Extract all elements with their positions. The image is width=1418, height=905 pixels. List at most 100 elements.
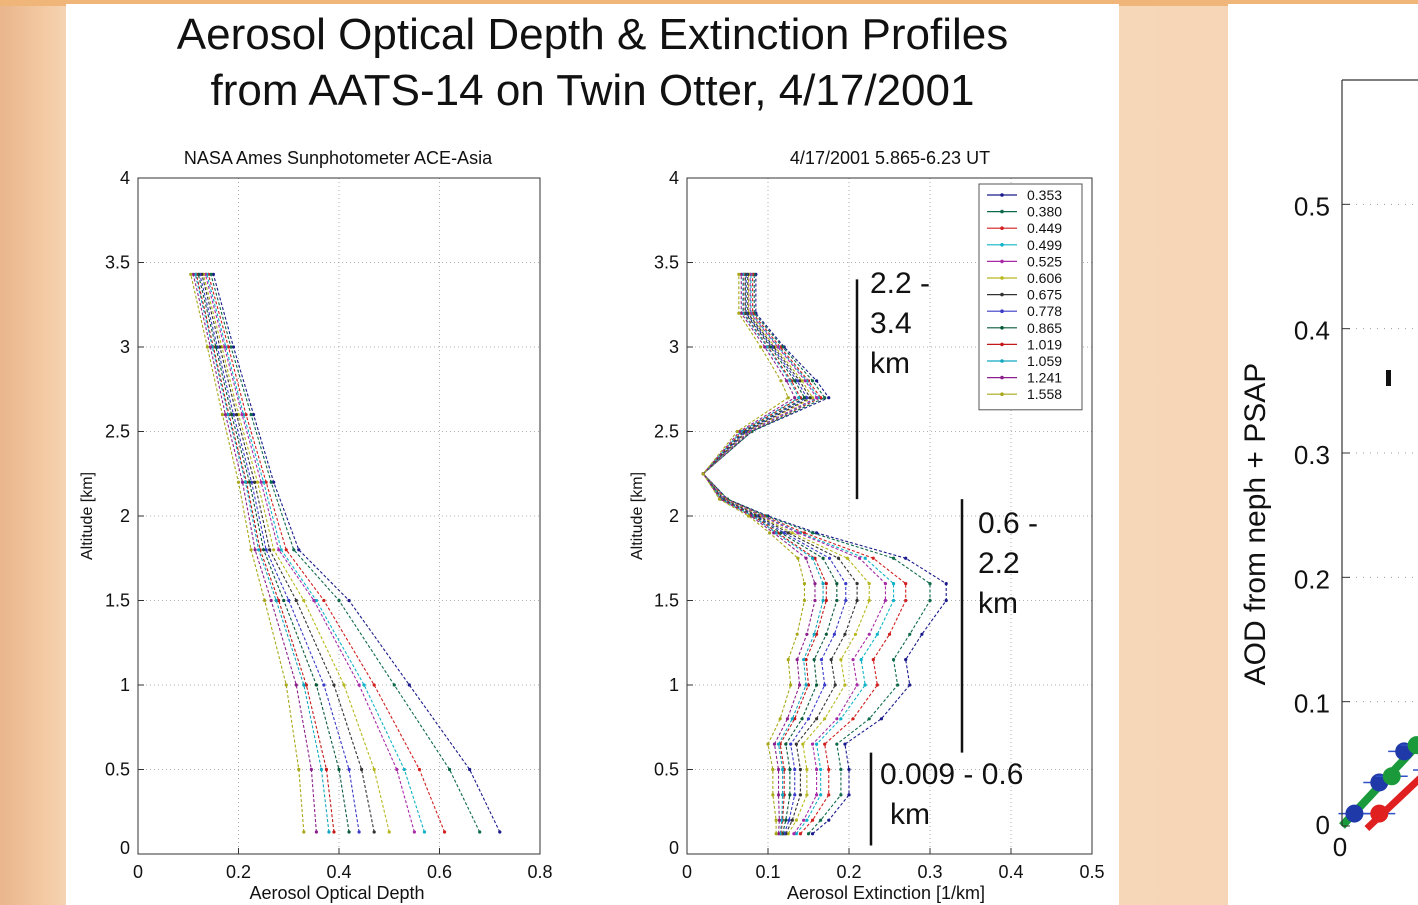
series-point-0.675 xyxy=(798,793,802,797)
series-point-0.675 xyxy=(268,548,272,552)
series-line-0.353 xyxy=(702,274,947,835)
series-point-1.059 xyxy=(274,598,278,603)
legend-marker xyxy=(1000,392,1004,396)
series-point-0.449 xyxy=(798,832,802,836)
series-point-0.865 xyxy=(214,345,218,349)
series-point-0.606 xyxy=(790,531,794,535)
series-point-0.353 xyxy=(843,742,847,746)
series-point-0.525 xyxy=(851,658,855,662)
layer-label: km xyxy=(890,798,930,831)
series-point-0.675 xyxy=(794,742,798,746)
chart2-ytick-label: 2 xyxy=(669,506,679,526)
series-point-1.059 xyxy=(797,396,801,400)
series-point-0.525 xyxy=(815,396,819,400)
legend-label: 0.865 xyxy=(1027,320,1062,336)
series-point-1.558 xyxy=(789,683,793,687)
series-point-1.241 xyxy=(776,793,781,797)
series-point-0.606 xyxy=(805,767,809,772)
series-point-0.865 xyxy=(793,379,797,383)
series-point-0.778 xyxy=(805,396,809,400)
series-point-1.558 xyxy=(284,683,288,687)
chart3-xtick-label: 0 xyxy=(1333,832,1347,862)
series-point-1.059 xyxy=(802,658,806,662)
series-point-0.778 xyxy=(264,548,268,552)
series-point-1.241 xyxy=(223,413,228,417)
series-line-1.059 xyxy=(702,274,824,834)
series-point-1.241 xyxy=(763,345,767,349)
series-point-0.606 xyxy=(810,396,815,400)
series-point-0.449 xyxy=(226,345,231,349)
series-point-0.525 xyxy=(240,413,244,417)
series-point-0.675 xyxy=(836,556,841,560)
series-point-1.059 xyxy=(776,742,781,746)
series-point-0.606 xyxy=(845,556,849,560)
chart3-marker-fragment xyxy=(1386,370,1391,386)
series-point-0.449 xyxy=(442,830,447,834)
series-point-0.778 xyxy=(793,767,797,772)
series-point-0.606 xyxy=(372,767,376,772)
series-point-0.606 xyxy=(255,480,260,484)
series-point-0.525 xyxy=(810,742,815,746)
layer-label: 2.2 - xyxy=(870,267,930,300)
series-point-0.449 xyxy=(823,742,827,746)
series-point-0.606 xyxy=(794,818,798,822)
series-point-1.558 xyxy=(249,548,253,552)
series-point-1.241 xyxy=(309,767,313,772)
series-point-0.380 xyxy=(839,767,843,772)
series-point-0.449 xyxy=(875,683,879,687)
series-point-0.675 xyxy=(294,598,298,603)
series-point-0.675 xyxy=(786,531,790,535)
series-point-1.241 xyxy=(777,818,781,822)
chart1-ytick-label: 2 xyxy=(120,506,130,526)
series-point-0.606 xyxy=(387,830,391,834)
series-line-1.241 xyxy=(702,274,816,834)
chart2-xlabel: Aerosol Extinction [1/km] xyxy=(787,883,985,903)
legend-marker xyxy=(1000,193,1004,197)
chart1-xtick-label: 0.6 xyxy=(427,862,452,882)
series-point-0.606 xyxy=(867,598,871,603)
series-point-1.241 xyxy=(739,272,743,276)
series-point-1.558 xyxy=(795,632,799,636)
series-point-1.558 xyxy=(746,514,751,518)
series-point-1.059 xyxy=(810,556,815,560)
series-point-1.241 xyxy=(191,272,195,276)
series-point-1.558 xyxy=(766,742,770,746)
series-point-0.606 xyxy=(342,683,346,687)
series-point-1.019 xyxy=(804,658,808,662)
chart3-ticks: 0 0.1 0.2 0.3 0.4 0.5 0 xyxy=(1294,79,1418,862)
series-point-0.865 xyxy=(337,767,341,772)
series-point-0.675 xyxy=(808,396,812,400)
series-line-0.778 xyxy=(199,274,360,833)
series-point-0.606 xyxy=(801,742,805,746)
series-line-0.675 xyxy=(201,274,375,833)
series-point-0.499 xyxy=(891,598,896,603)
legend-marker xyxy=(1000,259,1004,264)
series-point-0.525 xyxy=(815,793,819,797)
chart3-ytick-label: 0.4 xyxy=(1294,316,1330,346)
series-point-0.499 xyxy=(279,548,283,552)
series-point-0.353 xyxy=(251,413,256,417)
chart3-series xyxy=(1338,370,1418,832)
series-point-1.059 xyxy=(780,767,785,772)
series-point-0.606 xyxy=(302,598,306,603)
series-point-0.778 xyxy=(287,598,291,603)
series-point-1.019 xyxy=(793,717,797,721)
legend-label: 0.675 xyxy=(1027,287,1062,303)
series-point-0.525 xyxy=(312,598,316,603)
chart2-xtick-label: 0.5 xyxy=(1079,862,1104,882)
series-point-0.449 xyxy=(851,717,855,721)
series-point-0.380 xyxy=(292,548,296,552)
series-point-0.499 xyxy=(863,683,867,687)
series-point-1.558 xyxy=(737,272,741,276)
series-point-1.558 xyxy=(759,345,763,349)
chart1-ytick-label: 2.5 xyxy=(105,422,130,442)
series-point-0.525 xyxy=(412,830,416,834)
series-point-0.380 xyxy=(891,556,896,560)
series-point-1.558 xyxy=(786,396,790,400)
series-point-0.865 xyxy=(788,767,792,772)
series-point-1.558 xyxy=(774,832,778,836)
series-point-0.449 xyxy=(904,598,908,603)
series-point-1.558 xyxy=(236,480,241,484)
series-point-0.353 xyxy=(904,556,908,560)
legend-marker xyxy=(1000,326,1004,330)
